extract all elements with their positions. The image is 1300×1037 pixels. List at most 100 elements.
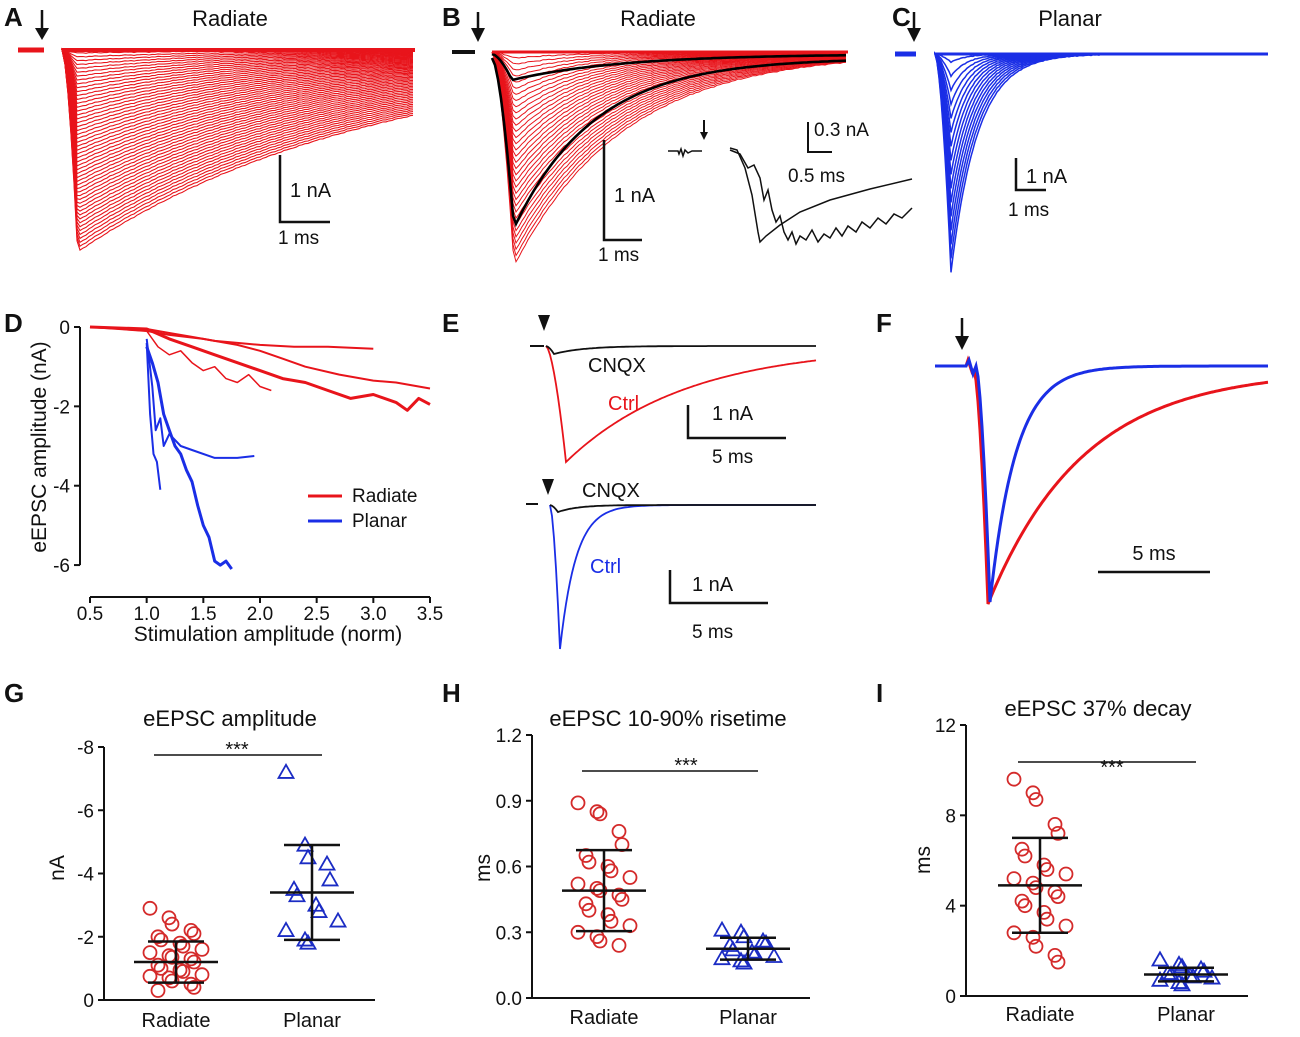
epsc-trace — [934, 52, 1268, 161]
epsc-trace — [491, 52, 847, 226]
epsc-trace — [61, 49, 414, 179]
i-ylabel: ms — [912, 846, 935, 874]
epsc-trace — [61, 49, 414, 251]
data-point — [309, 902, 329, 918]
g-category-radiate: Radiate — [142, 1010, 211, 1032]
data-point — [142, 968, 158, 984]
data-point — [1017, 848, 1033, 864]
series-line-planar — [145, 338, 255, 459]
epsc-trace — [61, 49, 414, 171]
epsc-trace — [61, 49, 414, 197]
scale-x-label: 1 ms — [1008, 200, 1049, 221]
epsc-trace — [61, 49, 414, 200]
h-significance: *** — [674, 755, 698, 777]
data-point — [328, 911, 348, 928]
epsc-trace — [61, 48, 414, 77]
epsc-trace — [61, 48, 414, 69]
epsc-trace — [61, 48, 414, 89]
trace-family-radiate-b — [490, 50, 848, 263]
epsc-trace — [61, 49, 413, 144]
y-tick-label: 8 — [945, 806, 956, 827]
epsc-trace — [61, 49, 414, 183]
epsc-trace — [61, 48, 414, 73]
stimulation-response-chart: 0 -2 -4 -6 0.5 1.0 1.5 2.0 2.5 3.0 3.5 — [53, 318, 443, 625]
scale-bar — [686, 405, 786, 440]
y-tick-label: -4 — [77, 865, 94, 886]
stimulus-arrowhead-icon — [538, 315, 550, 331]
data-point — [276, 921, 296, 937]
data-point — [320, 870, 340, 887]
series-line-radiate — [89, 326, 431, 390]
data-point — [183, 976, 199, 992]
epsc-trace — [61, 49, 414, 112]
data-point — [611, 938, 627, 953]
y-tick-label: -2 — [77, 928, 94, 949]
data-point — [317, 854, 337, 871]
epsc-trace — [491, 52, 847, 170]
d-ylabel: eEPSC amplitude (nA) — [28, 341, 51, 552]
data-point — [1047, 884, 1063, 900]
epsc-trace — [491, 52, 846, 207]
epsc-trace — [61, 49, 414, 208]
series-line-radiate — [89, 325, 431, 412]
epsc-trace — [61, 49, 413, 159]
trace-family-radiate-a — [61, 47, 415, 251]
panel-a: A Radiate 1 nA 1 ms — [4, 2, 415, 251]
drug-label: CNQX — [582, 480, 640, 502]
cnqx-trace-radiate — [545, 345, 816, 356]
data-point — [172, 935, 188, 951]
data-point — [1039, 862, 1055, 877]
data-point — [1047, 948, 1063, 963]
epsc-trace — [61, 49, 414, 120]
y-tick-label: 0 — [945, 987, 956, 1008]
data-point — [150, 957, 166, 973]
data-point — [712, 949, 732, 966]
epsc-trace — [61, 47, 414, 105]
g-ylabel: nA — [46, 855, 69, 881]
scale-y-label: 1 nA — [1026, 166, 1068, 188]
data-point — [194, 967, 210, 983]
epsc-trace — [61, 49, 413, 167]
scale-y-label: 1 nA — [712, 403, 754, 425]
epsc-trace — [491, 52, 846, 245]
data-point — [1058, 866, 1074, 882]
epsc-trace — [61, 49, 414, 220]
epsc-trace — [61, 49, 414, 244]
panel-a-letter: A — [4, 2, 23, 32]
data-point — [1058, 918, 1074, 934]
epsc-trace — [491, 52, 847, 263]
legend-label-radiate: Radiate — [352, 486, 418, 507]
data-point — [1025, 929, 1041, 945]
data-point — [1050, 826, 1066, 841]
stimulus-arrow-icon — [35, 10, 49, 40]
epsc-trace — [61, 49, 414, 128]
data-point — [1014, 841, 1030, 857]
series-line-planar — [145, 342, 162, 490]
d-xlabel: Stimulation amplitude (norm) — [134, 623, 402, 646]
trace-family-planar-c — [934, 51, 1268, 273]
epsc-trace — [61, 49, 414, 204]
series-line-planar — [145, 346, 233, 570]
panel-e: E CNQX Ctrl 1 nA 5 ms CNQX Ctrl 1 nA 5 m… — [442, 308, 817, 650]
data-point — [287, 886, 307, 903]
data-point — [592, 933, 608, 949]
stimulus-arrow-icon — [907, 12, 921, 42]
i-category-radiate: Radiate — [1006, 1004, 1075, 1026]
epsc-trace — [61, 49, 413, 155]
epsc-trace — [491, 52, 846, 257]
highlighted-trace — [490, 57, 847, 228]
panel-a-title: Radiate — [192, 6, 268, 31]
data-point — [611, 824, 627, 839]
data-point — [764, 947, 784, 963]
data-point — [1050, 889, 1066, 904]
average-trace-planar — [935, 355, 1268, 603]
epsc-trace — [61, 49, 414, 186]
data-point — [581, 902, 597, 918]
data-point — [1172, 957, 1192, 974]
data-point — [1028, 792, 1044, 807]
epsc-trace — [61, 47, 414, 108]
data-point — [712, 920, 732, 937]
panel-h-letter: H — [442, 678, 461, 708]
epsc-trace — [491, 52, 847, 189]
data-point — [1025, 785, 1041, 801]
